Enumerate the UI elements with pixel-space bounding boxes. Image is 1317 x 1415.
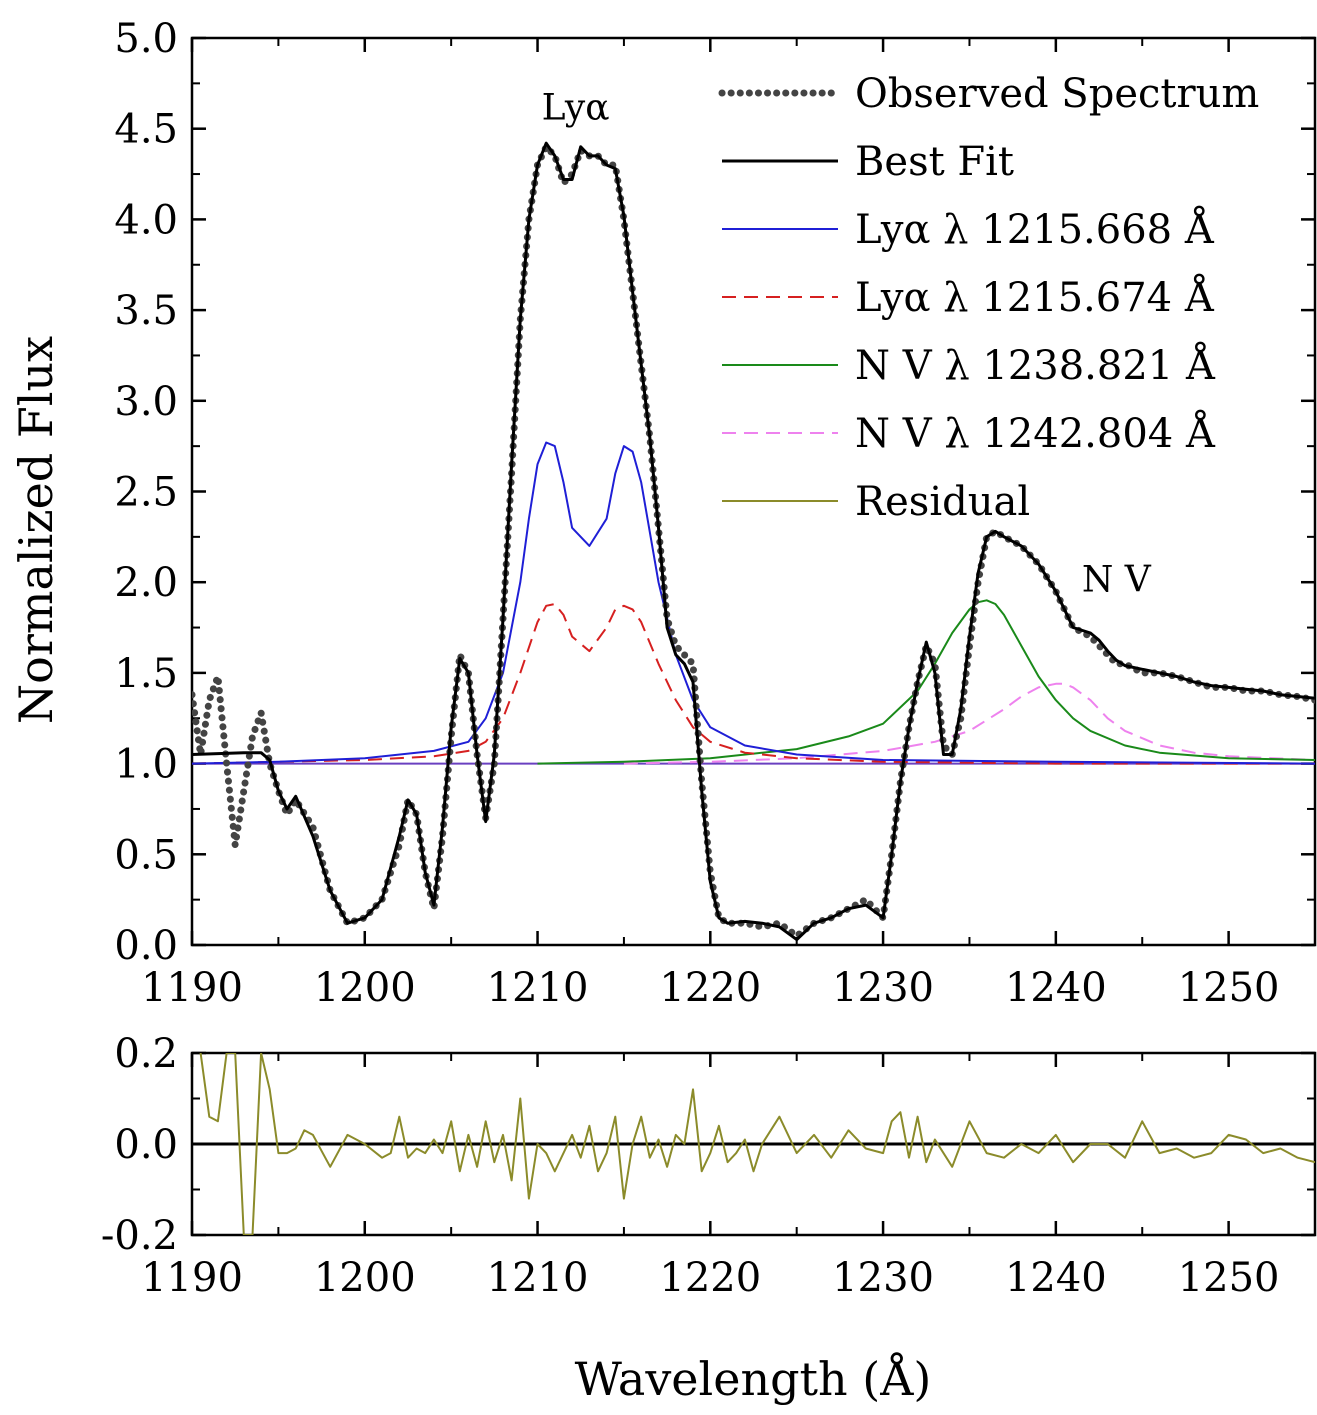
- residual-x-tick-label: 1230: [832, 1255, 934, 1301]
- residual-series: [199, 1053, 1315, 1235]
- residual-plot-area: [192, 1053, 1315, 1235]
- main-y-tick-label: 3.5: [114, 288, 178, 334]
- residual-y-tick-label: -0.2: [101, 1213, 178, 1259]
- legend-label-observed-spectrum: Observed Spectrum: [855, 71, 1259, 117]
- main-y-tick-label: 4.0: [114, 197, 178, 243]
- annotation-n-v: N V: [1082, 559, 1152, 600]
- legend-label-ly-1215-668: Lyα λ 1215.668 Å: [855, 206, 1215, 253]
- main-y-tick-label: 1.0: [114, 742, 178, 788]
- main-y-tick-label: 2.5: [114, 470, 178, 516]
- main-x-tick-label: 1200: [314, 965, 416, 1011]
- main-x-tick-label: 1250: [1178, 965, 1280, 1011]
- x-axis-title: Wavelength (Å): [575, 1351, 932, 1406]
- residual-x-tick-label: 1190: [141, 1255, 243, 1301]
- residual-x-tick-label: 1250: [1178, 1255, 1280, 1301]
- main-plot-area: [192, 141, 1315, 942]
- residual-x-tick-label: 1240: [1005, 1255, 1107, 1301]
- residual-y-tick-label: 0.2: [114, 1031, 178, 1077]
- legend-label-ly-1215-674: Lyα λ 1215.674 Å: [855, 274, 1215, 321]
- main-y-tick-label: 3.0: [114, 379, 178, 425]
- residual-panel: 1190 1200 1210 1220 1230 1240 1250 -0.2 0.0 0.2: [101, 1031, 1317, 1301]
- legend-label-residual: Residual: [855, 479, 1030, 525]
- legend: Observed Spectrum Best Fit Lyα λ 1215.668 …: [718, 71, 1259, 525]
- y-axis-title: Normalized Flux: [9, 336, 63, 724]
- residual-x-tick-label: 1210: [487, 1255, 589, 1301]
- main-x-tick-label: 1190: [141, 965, 243, 1011]
- main-x-tick-label: 1230: [832, 965, 934, 1011]
- main-y-tick-label: 4.5: [114, 107, 178, 153]
- series-n-v-1238-821: [537, 599, 1315, 765]
- main-panel: 1190 1200 1210 1220 1230 1240 1250 0.0 0.5 1.0 1.5…: [114, 16, 1317, 1011]
- legend-label-n-v-1242-804: N V λ 1242.804 Å: [855, 410, 1216, 457]
- main-x-tick-label: 1210: [487, 965, 589, 1011]
- main-y-tick-label: 5.0: [114, 16, 178, 62]
- legend-label-best-fit: Best Fit: [855, 139, 1014, 185]
- series-observed-spectrum: [192, 143, 1315, 940]
- main-y-tick-label: 0.5: [114, 832, 178, 878]
- main-x-tick-label: 1240: [1005, 965, 1107, 1011]
- main-x-tick-label: 1220: [659, 965, 761, 1011]
- series-n-v-1242-804: [623, 682, 1315, 765]
- main-plot-frame: [190, 36, 1317, 947]
- main-y-tick-label: 0.0: [114, 923, 178, 969]
- main-y-tick-label: 1.5: [114, 651, 178, 697]
- residual-y-tick-label: 0.0: [114, 1122, 178, 1168]
- legend-label-n-v-1238-821: N V λ 1238.821 Å: [855, 342, 1216, 389]
- annotation-ly: Lyα: [542, 88, 610, 129]
- residual-x-tick-label: 1220: [659, 1255, 761, 1301]
- series-ly-1215-668: [192, 441, 1315, 765]
- main-y-tick-label: 2.0: [114, 560, 178, 606]
- residual-x-tick-label: 1200: [314, 1255, 416, 1301]
- series-best-fit: [192, 141, 1315, 942]
